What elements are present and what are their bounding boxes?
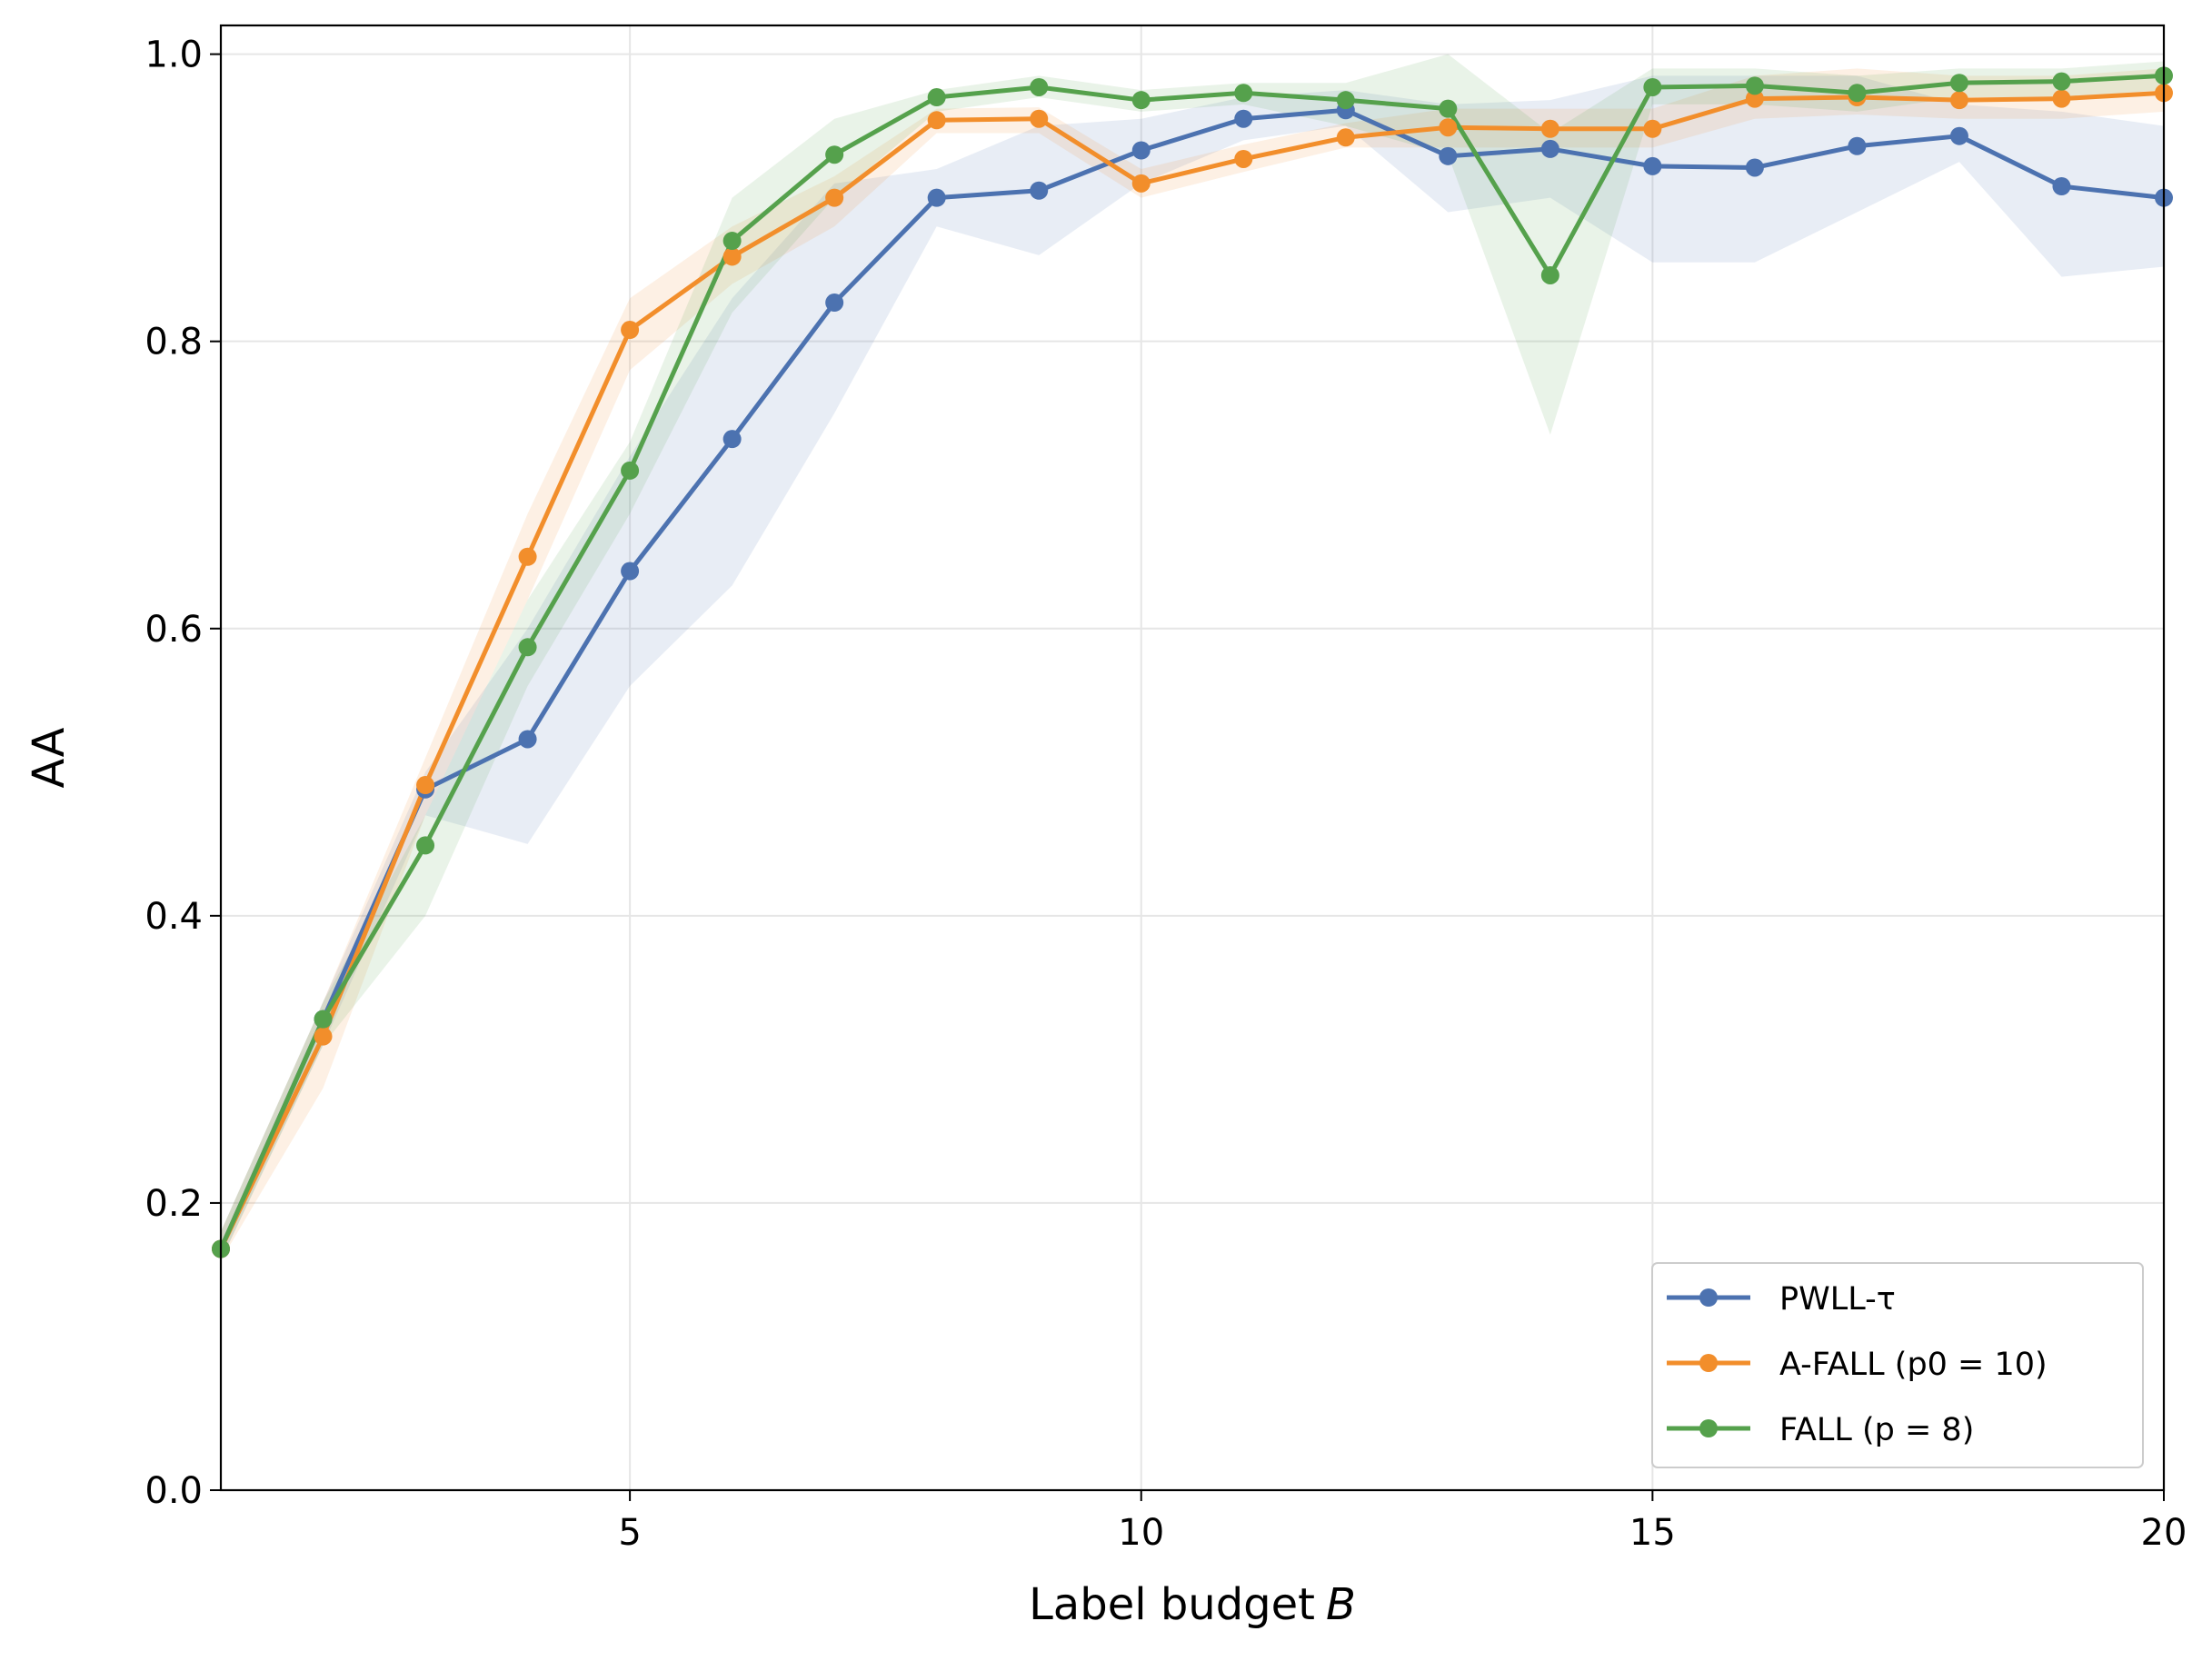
legend-marker-2 (1699, 1354, 1718, 1372)
point-series-1 (1949, 126, 1968, 145)
legend-label-2: A-FALL (p0 = 10) (1779, 1347, 2048, 1383)
point-series-1 (518, 730, 537, 749)
point-series-1 (1030, 181, 1049, 200)
point-series-2 (722, 247, 742, 266)
band-series-3 (221, 54, 2164, 1261)
point-series-1 (1643, 156, 1662, 175)
y-tick-label: 0.8 (144, 322, 203, 363)
y-tick-label: 1.0 (144, 35, 203, 76)
point-series-2 (314, 1027, 333, 1046)
point-series-2 (1745, 89, 1764, 108)
point-series-3 (1439, 99, 1458, 118)
point-series-3 (1336, 91, 1355, 110)
line-series-1 (218, 107, 2165, 1250)
point-series-2 (416, 776, 435, 795)
point-series-2 (1949, 91, 1968, 110)
point-series-3 (1131, 91, 1151, 110)
x-axis-title: Label budget B (1029, 1579, 1356, 1630)
point-series-1 (621, 562, 640, 581)
axis-ticks: 5 10 15 20 0.0 0.2 0.4 0.6 0.8 1.0 (144, 35, 2187, 1554)
legend-marker-1 (1699, 1288, 1718, 1307)
point-series-3 (1848, 84, 1867, 103)
x-axis-title-text: Label budget (1029, 1579, 1315, 1630)
point-series-3 (722, 232, 742, 251)
x-tick-label: 15 (1629, 1512, 1676, 1554)
point-series-3 (314, 1010, 333, 1029)
y-axis-title: AA (24, 727, 75, 788)
x-axis-title-var: B (1326, 1579, 1356, 1630)
x-tick-label: 20 (2141, 1512, 2187, 1554)
point-series-2 (825, 188, 844, 207)
point-series-1 (825, 293, 844, 313)
point-series-1 (1234, 109, 1253, 128)
point-series-3 (2052, 72, 2071, 91)
legend-label-3: FALL (p = 8) (1779, 1412, 1974, 1448)
point-series-2 (1234, 149, 1253, 168)
legend: PWLL-τ A-FALL (p0 = 10) FALL (p = 8) (1651, 1262, 2144, 1468)
point-series-3 (1745, 76, 1764, 95)
point-series-2 (1643, 119, 1662, 138)
legend-box (1651, 1262, 2144, 1468)
y-tick-label: 0.2 (144, 1183, 203, 1225)
point-series-3 (1234, 84, 1253, 103)
point-series-2 (518, 547, 537, 566)
point-series-3 (518, 638, 537, 657)
point-series-2 (621, 321, 640, 340)
legend-label-1: PWLL-τ (1779, 1281, 1896, 1318)
point-series-3 (621, 461, 640, 480)
point-series-3 (825, 145, 844, 164)
y-tick-label: 0.0 (144, 1470, 203, 1512)
point-series-1 (1439, 146, 1458, 165)
series-lines (218, 73, 2165, 1250)
point-series-3 (416, 836, 435, 855)
point-series-2 (1540, 119, 1559, 138)
point-series-1 (1848, 136, 1867, 155)
x-tick-label: 5 (618, 1512, 641, 1554)
point-series-3 (1643, 77, 1662, 96)
legend-marker-3 (1699, 1419, 1718, 1437)
point-series-1 (2052, 177, 2071, 196)
point-series-2 (2052, 89, 2071, 108)
point-series-2 (1030, 109, 1049, 128)
line-series-3 (218, 73, 2165, 1250)
line-series-2 (218, 90, 2165, 1250)
point-series-2 (927, 111, 946, 130)
point-series-2 (1131, 174, 1151, 193)
point-series-3 (1949, 74, 1968, 93)
band-series-1 (221, 75, 2164, 1261)
point-series-2 (1336, 128, 1355, 147)
point-series-1 (1131, 141, 1151, 160)
confidence-bands (221, 54, 2164, 1261)
y-tick-label: 0.6 (144, 609, 203, 651)
point-series-1 (1745, 158, 1764, 177)
plot-frame (219, 24, 2166, 1492)
point-series-3 (927, 88, 946, 107)
point-series-1 (927, 188, 946, 207)
grid (221, 25, 2165, 1491)
point-series-1 (1540, 139, 1559, 158)
x-tick-label: 10 (1118, 1512, 1164, 1554)
point-series-2 (1439, 118, 1458, 137)
point-series-1 (722, 430, 742, 449)
point-series-3 (1030, 77, 1049, 96)
point-series-3 (1540, 265, 1559, 284)
y-tick-label: 0.4 (144, 896, 203, 938)
